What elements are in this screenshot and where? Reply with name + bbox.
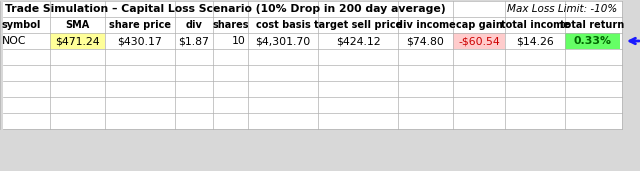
Text: div: div <box>186 20 202 30</box>
Text: $471.24: $471.24 <box>55 36 100 46</box>
Text: NOC: NOC <box>2 36 26 46</box>
Text: cost basis: cost basis <box>255 20 310 30</box>
Text: cap gain: cap gain <box>456 20 502 30</box>
Bar <box>50 33 105 49</box>
Text: 0.33%: 0.33% <box>573 36 611 46</box>
Text: -$60.54: -$60.54 <box>458 36 500 46</box>
Text: $14.26: $14.26 <box>516 36 554 46</box>
Text: Max Loss Limit: -10%: Max Loss Limit: -10% <box>507 4 617 14</box>
Bar <box>453 33 505 49</box>
Text: 10: 10 <box>232 36 246 46</box>
Text: symbol: symbol <box>2 20 42 30</box>
Bar <box>3 1 622 129</box>
Text: $1.87: $1.87 <box>179 36 209 46</box>
Text: total return: total return <box>561 20 625 30</box>
Text: share price: share price <box>109 20 171 30</box>
Text: $74.80: $74.80 <box>406 36 444 46</box>
Text: SMA: SMA <box>65 20 90 30</box>
Text: $424.12: $424.12 <box>336 36 380 46</box>
Text: total income: total income <box>500 20 570 30</box>
Text: target sell price: target sell price <box>314 20 402 30</box>
Text: shares: shares <box>212 20 249 30</box>
Text: $430.17: $430.17 <box>118 36 163 46</box>
Text: $4,301.70: $4,301.70 <box>255 36 310 46</box>
Bar <box>565 33 620 49</box>
Text: Trade Simulation – Capital Loss Scenario (10% Drop in 200 day average): Trade Simulation – Capital Loss Scenario… <box>5 4 445 14</box>
Text: div income: div income <box>396 20 456 30</box>
